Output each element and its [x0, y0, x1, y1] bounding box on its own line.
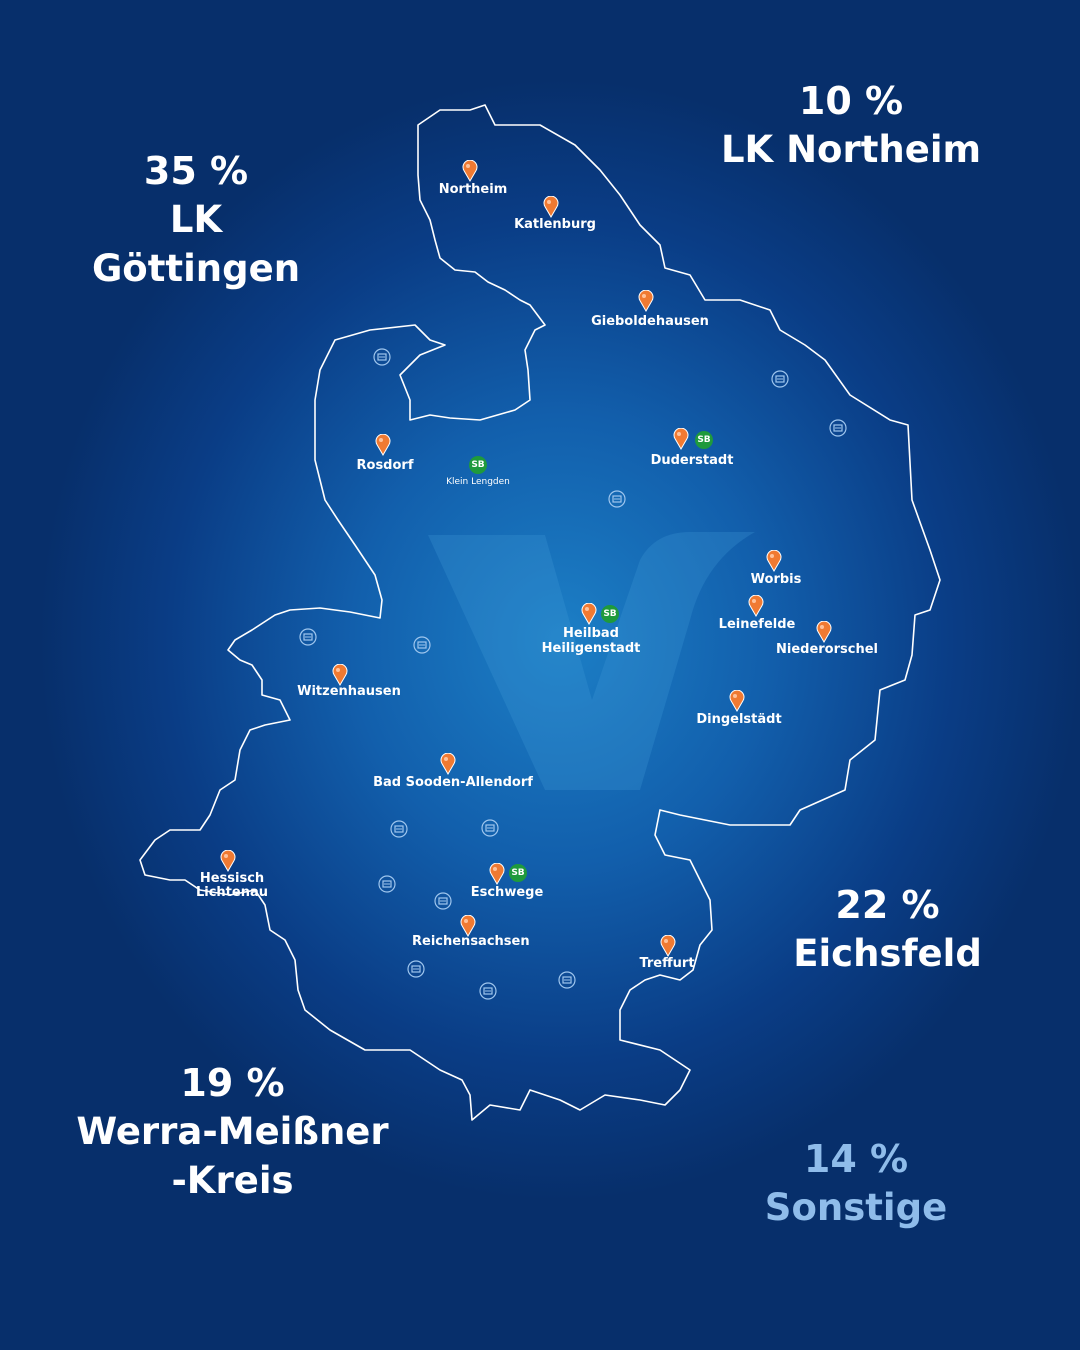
- atm-icon[interactable]: [373, 348, 391, 366]
- stat-pct: 22 %: [835, 883, 940, 927]
- stat-name: LK Northeim: [720, 128, 982, 172]
- sb-badge-icon[interactable]: SB: [695, 431, 713, 449]
- stat-name: LK Göttingen: [91, 198, 301, 290]
- location-pin-icon[interactable]: [673, 428, 689, 450]
- place-label-reichensachsen: Reichensachsen: [412, 934, 530, 949]
- stat-name: Werra-Meißner: [76, 1110, 389, 1154]
- location-pin-icon[interactable]: [543, 196, 559, 218]
- location-pin-icon[interactable]: [660, 935, 676, 957]
- region-outline: [139, 104, 941, 1121]
- atm-icon[interactable]: [378, 875, 396, 893]
- place-label-treffurt: Treffurt: [639, 956, 695, 971]
- location-pin-icon[interactable]: [375, 434, 391, 456]
- stat-name-line2: -Kreis: [171, 1158, 294, 1202]
- place-label-rosdorf: Rosdorf: [356, 458, 414, 473]
- place-label-eschwege: Eschwege: [470, 885, 544, 900]
- place-label-gieboldehausen: Gieboldehausen: [591, 314, 709, 329]
- location-pin-icon[interactable]: [816, 621, 832, 643]
- atm-icon[interactable]: [299, 628, 317, 646]
- place-label-leinefelde: Leinefelde: [718, 617, 796, 632]
- place-label-lichtenau: Lichtenau: [195, 885, 268, 900]
- location-pin-icon[interactable]: [729, 690, 745, 712]
- stat-pct: 35 %: [143, 149, 249, 193]
- place-label-hessisch: Hessisch: [199, 871, 265, 886]
- location-pin-icon[interactable]: [748, 595, 764, 617]
- stat-pct: 14 %: [803, 1137, 909, 1181]
- atm-icon[interactable]: [479, 982, 497, 1000]
- place-label-katlenburg: Katlenburg: [514, 217, 596, 232]
- place-label-niederorschel: Niederorschel: [776, 642, 879, 657]
- location-pin-icon[interactable]: [489, 863, 505, 885]
- atm-icon[interactable]: [481, 819, 499, 837]
- atm-icon[interactable]: [829, 419, 847, 437]
- atm-icon[interactable]: [413, 636, 431, 654]
- stat-eichsfeld: 22 % Eichsfeld: [785, 880, 990, 979]
- v-logo-icon: [428, 532, 755, 790]
- atm-icon[interactable]: [608, 490, 626, 508]
- place-label-northeim: Northeim: [438, 182, 508, 197]
- place-label-heiligenstadt: Heiligenstadt: [541, 641, 641, 656]
- stat-name: Sonstige: [764, 1186, 948, 1230]
- location-pin-icon[interactable]: [581, 603, 597, 625]
- stat-name: Eichsfeld: [793, 932, 982, 976]
- location-pin-icon[interactable]: [462, 160, 478, 182]
- place-label-heilbad: Heilbad: [563, 626, 619, 641]
- location-pin-icon[interactable]: [440, 753, 456, 775]
- atm-icon[interactable]: [558, 971, 576, 989]
- location-pin-icon[interactable]: [766, 550, 782, 572]
- place-label-worbis: Worbis: [750, 572, 802, 587]
- stat-pct: 19 %: [180, 1061, 285, 1105]
- sb-badge-icon[interactable]: SB: [509, 864, 527, 882]
- place-label-bad-sooden-allendorf: Bad Sooden-Allendorf: [373, 775, 533, 790]
- location-pin-icon[interactable]: [220, 850, 236, 872]
- place-label-duderstadt: Duderstadt: [650, 453, 734, 468]
- atm-icon[interactable]: [407, 960, 425, 978]
- sb-badge-icon[interactable]: SB: [601, 605, 619, 623]
- location-pin-icon[interactable]: [460, 915, 476, 937]
- stat-lk-goettingen: 35 % LK Göttingen: [60, 146, 332, 294]
- stat-lk-northeim: 10 % LK Northeim: [720, 76, 982, 175]
- atm-icon[interactable]: [390, 820, 408, 838]
- sb-badge-icon[interactable]: SB: [469, 456, 487, 474]
- place-label-klein-lengden: Klein Lengden: [446, 477, 510, 487]
- stat-werra-meissner: 19 % Werra-Meißner -Kreis: [70, 1058, 395, 1206]
- atm-icon[interactable]: [771, 370, 789, 388]
- location-pin-icon[interactable]: [332, 664, 348, 686]
- place-label-witzenhausen: Witzenhausen: [297, 684, 401, 699]
- place-label-dingelstaedt: Dingelstädt: [696, 712, 782, 727]
- atm-icon[interactable]: [434, 892, 452, 910]
- stat-sonstige: 14 % Sonstige: [760, 1134, 952, 1233]
- location-pin-icon[interactable]: [638, 290, 654, 312]
- stat-pct: 10 %: [798, 79, 904, 123]
